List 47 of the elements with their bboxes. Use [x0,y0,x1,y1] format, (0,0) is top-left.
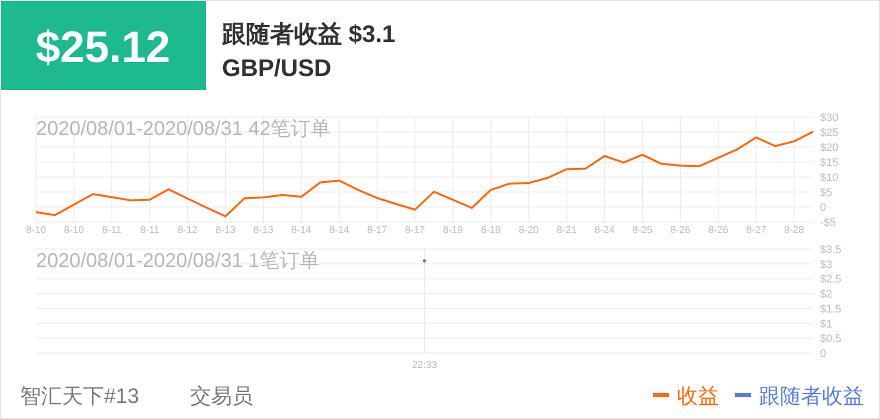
y-tick-label: $30 [820,112,838,124]
x-tick-label: 8-24 [594,225,615,236]
x-tick-label: 8-19 [480,225,502,236]
legend-label: 跟随者收益 [759,385,864,408]
y-tick-label: $15 [820,157,838,169]
x-tick-label: 8-27 [746,225,767,236]
y-tick-label: -$5 [820,217,836,229]
x-tick-label: 8-14 [329,225,350,236]
x-tick-label: 8-26 [708,225,729,236]
y-tick-label: $5 [820,187,832,199]
y-tick-label: 0 [820,202,826,214]
x-tick-label: 8-14 [291,225,312,236]
x-tick-label: 8-28 [784,225,804,236]
text: GBP/USD [222,55,332,82]
chart-title: 2020/08/01-2020/08/31 42笔订单 [36,118,331,140]
y-tick-label: $20 [820,142,838,154]
text: 跟随者收益 $3.1 [221,21,396,48]
x-tick-label: 8-17 [405,225,426,236]
x-tick-label: 8-10 [64,225,84,236]
x-tick-label: 8-26 [670,225,691,236]
y-tick-label: $3 [820,258,832,271]
x-tick-label: 8-20 [518,225,540,236]
text: 智汇天下#13 [20,385,140,408]
y-tick-label: $0.5 [820,333,842,346]
y-tick-label: $1 [820,318,832,330]
y-tick-label: $10 [820,172,838,184]
y-tick-label: $25 [820,127,838,139]
y-tick-label: $2.5 [820,274,842,286]
x-tick-label: 8-19 [442,225,464,236]
x-tick-label: 8-17 [367,225,388,236]
y-tick-label: $3.5 [820,244,842,256]
text: $25.12 [36,23,170,72]
x-tick-label: 8-21 [556,225,578,236]
x-tick-label: 8-11 [102,225,122,236]
x-tick-label: 8-25 [632,225,653,236]
legend-label: 收益 [677,385,719,408]
x-tick-label: 8-13 [216,225,236,236]
text: 交易员 [190,385,253,408]
y-tick-label: 0 [820,348,826,360]
x-tick-label: 8-13 [253,225,274,236]
x-tick-label: 8-10 [26,225,46,236]
y-tick-label: $2 [820,288,832,301]
chart-title: 2020/08/01-2020/08/31 1笔订单 [36,250,320,272]
x-tick-label: 8-12 [178,225,198,236]
y-tick-label: $1.5 [820,303,842,316]
x-tick-label: 22:33 [412,360,438,371]
x-tick-label: 8-11 [140,225,160,236]
